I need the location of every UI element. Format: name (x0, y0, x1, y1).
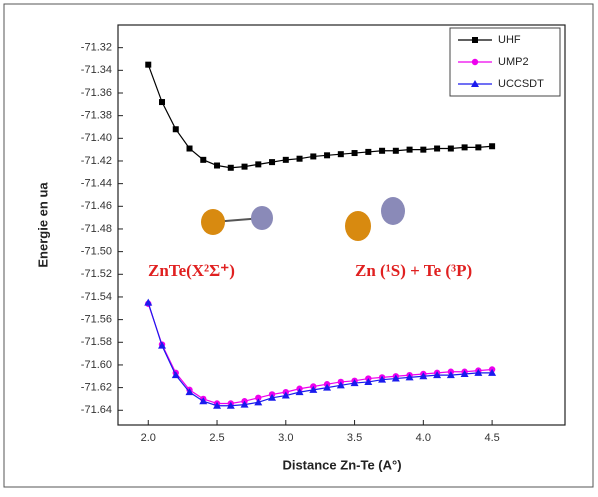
y-tick-label: -71.56 (81, 314, 112, 326)
x-tick-label: 4.5 (484, 432, 499, 444)
y-tick-label: -71.44 (81, 178, 112, 190)
marker (352, 150, 358, 156)
legend-label: UMP2 (498, 56, 529, 68)
te-atom (381, 197, 405, 225)
chart: Distance Zn-Te (A°) Energie en ua 2.0 2.5… (0, 0, 598, 492)
marker (407, 147, 413, 153)
y-tick-label: -71.32 (81, 42, 112, 54)
y-tick-label: -71.58 (81, 336, 112, 348)
marker (393, 148, 399, 154)
marker (489, 143, 495, 149)
x-tick-label: 2.5 (209, 432, 224, 444)
x-tick-label: 2.0 (141, 432, 156, 444)
marker (297, 156, 303, 162)
y-tick-label: -71.60 (81, 359, 112, 371)
marker (448, 146, 454, 152)
marker (462, 144, 468, 150)
marker (255, 161, 261, 167)
annotation: ZnTe(X²Σ⁺) (148, 261, 235, 280)
marker (475, 144, 481, 150)
y-tick-label: -71.42 (81, 155, 112, 167)
y-tick-label: -71.64 (81, 404, 112, 416)
marker (159, 99, 165, 105)
page: Distance Zn-Te (A°) Energie en ua 2.0 2.5… (0, 0, 598, 497)
y-tick-label: -71.62 (81, 382, 112, 394)
marker (472, 59, 478, 65)
y-tick-label: -71.52 (81, 268, 112, 280)
y-tick-label: -71.36 (81, 87, 112, 99)
y-tick-label: -71.38 (81, 110, 112, 122)
marker (283, 157, 289, 163)
marker (173, 126, 179, 132)
y-tick-label: -71.34 (81, 64, 112, 76)
zn-atom (201, 209, 225, 235)
annotation: Zn (¹S) + Te (³P) (355, 261, 472, 280)
x-tick-label: 3.5 (347, 432, 362, 444)
marker (324, 152, 330, 158)
x-tick-label: 4.0 (416, 432, 431, 444)
marker (269, 159, 275, 165)
marker (145, 62, 151, 68)
y-tick-label: -71.48 (81, 223, 112, 235)
zn-atom (345, 211, 371, 241)
marker (338, 151, 344, 157)
marker (434, 146, 440, 152)
marker (379, 148, 385, 154)
x-axis-label: Distance Zn-Te (A°) (282, 457, 401, 472)
y-tick-label: -71.40 (81, 132, 112, 144)
marker (472, 37, 478, 43)
y-tick-label: -71.54 (81, 291, 112, 303)
marker (228, 165, 234, 171)
y-tick-label: -71.46 (81, 200, 112, 212)
te-atom (251, 206, 273, 230)
marker (365, 149, 371, 155)
marker (214, 163, 220, 169)
y-axis-label: Energie en ua (35, 182, 50, 268)
marker (187, 146, 193, 152)
marker (242, 164, 248, 170)
marker (420, 147, 426, 153)
legend-label: UCCSDT (498, 78, 544, 90)
y-tick-label: -71.50 (81, 246, 112, 258)
marker (310, 153, 316, 159)
marker (200, 157, 206, 163)
legend-label: UHF (498, 34, 521, 46)
x-tick-label: 3.0 (278, 432, 293, 444)
